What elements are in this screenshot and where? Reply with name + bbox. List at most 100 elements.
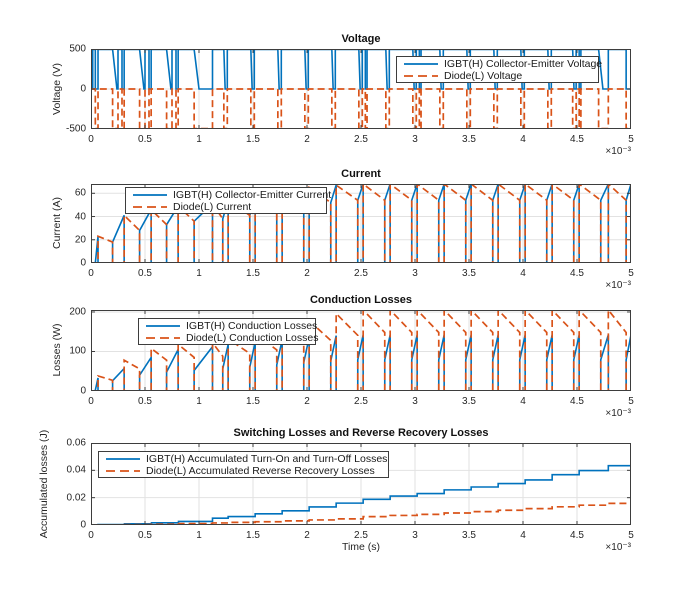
x-axis-exponent: ×10⁻³ [605,146,631,157]
xtick-label-switching: 2 [304,530,310,541]
ytick-label-voltage: -500 [65,123,86,135]
ytick-label-current: 0 [80,257,86,269]
ytick-label-switching: 0.02 [66,492,86,504]
xtick-label-current: 2 [304,268,310,279]
legend-label: Diode(L) Accumulated Reverse Recovery Lo… [146,465,375,477]
legend-line-dashed-icon [146,337,180,339]
legend-label: IGBT(H) Collector-Emitter Current [173,189,332,201]
xtick-label-voltage: 1.5 [246,134,260,145]
xtick-label-conduction: 4.5 [570,396,584,407]
xtick-label-current: 3.5 [462,268,476,279]
xtick-label-conduction: 3 [412,396,418,407]
xtick-label-conduction: 0 [88,396,94,407]
xtick-label-conduction: 3.5 [462,396,476,407]
legend-entry: Diode(L) Conduction Losses [145,332,319,344]
xtick-label-current: 1 [196,268,202,279]
xtick-label-voltage: 2 [304,134,310,145]
legend-line-dashed-icon [404,75,438,77]
xtick-label-conduction: 5 [628,396,634,407]
xtick-label-voltage: 0.5 [138,134,152,145]
xtick-label-switching: 4 [520,530,526,541]
legend-label: IGBT(H) Collector-Emitter Voltage [444,58,603,70]
ytick-label-current: 20 [74,234,86,246]
xtick-label-conduction: 0.5 [138,396,152,407]
ytick-label-conduction: 0 [80,385,86,397]
legend-entry: Diode(L) Voltage [403,70,592,82]
xtick-label-switching: 4.5 [570,530,584,541]
legend-switching[interactable]: IGBT(H) Accumulated Turn-On and Turn-Off… [98,451,389,478]
xtick-label-current: 3 [412,268,418,279]
time-axis-label: Time (s) [341,541,381,553]
ytick-label-conduction: 200 [69,306,86,318]
legend-label: Diode(L) Conduction Losses [186,332,319,344]
ytick-label-switching: 0.06 [66,437,86,449]
xtick-label-conduction: 1 [196,396,202,407]
legend-line-dashed-icon [106,470,140,472]
legend-line-solid-icon [133,194,167,196]
xtick-label-conduction: 1.5 [246,396,260,407]
series-diode-conduction [91,310,631,391]
x-axis-exponent: ×10⁻³ [605,542,631,553]
subplot-conduction-title: Conduction Losses [309,294,413,306]
xtick-label-current: 4.5 [570,268,584,279]
ytick-label-voltage: 500 [69,43,86,55]
axes-box-conduction [91,310,631,391]
legend-entry: Diode(L) Current [132,201,320,213]
axes-box-voltage [91,49,631,129]
ytick-label-current: 60 [74,187,86,199]
axes-box-current [91,184,631,263]
xtick-label-current: 0 [88,268,94,279]
legend-entry: IGBT(H) Collector-Emitter Voltage [403,58,602,70]
subplot-switching-title: Switching Losses and Reverse Recovery Lo… [233,427,489,439]
xtick-label-voltage: 5 [628,134,634,145]
legend-label: Diode(L) Voltage [444,70,523,82]
xtick-label-voltage: 1 [196,134,202,145]
xtick-label-voltage: 4 [520,134,526,145]
ytick-label-switching: 0.04 [66,464,86,476]
legend-line-solid-icon [146,325,180,327]
xtick-label-switching: 3 [412,530,418,541]
xtick-label-switching: 3.5 [462,530,476,541]
legend-label: IGBT(H) Accumulated Turn-On and Turn-Off… [146,453,388,465]
subplot-voltage-title: Voltage [341,33,381,45]
xtick-label-switching: 1 [196,530,202,541]
xtick-label-current: 2.5 [354,268,368,279]
xtick-label-current: 4 [520,268,526,279]
legend-voltage[interactable]: IGBT(H) Collector-Emitter Voltage Diode(L… [396,56,602,83]
xtick-label-voltage: 0 [88,134,94,145]
ytick-label-conduction: 100 [69,345,86,357]
xtick-label-switching: 2.5 [354,530,368,541]
legend-label: Diode(L) Current [173,201,252,213]
legend-entry: IGBT(H) Accumulated Turn-On and Turn-Off… [105,453,387,465]
legend-line-dashed-icon [133,206,167,208]
xtick-label-switching: 1.5 [246,530,260,541]
xtick-label-conduction: 2.5 [354,396,368,407]
legend-conduction[interactable]: IGBT(H) Conduction Losses Diode(L) Conduc… [138,318,319,345]
xtick-label-voltage: 2.5 [354,134,368,145]
x-axis-exponent: ×10⁻³ [605,408,631,419]
ytick-label-current: 40 [74,211,86,223]
legend-entry: Diode(L) Accumulated Reverse Recovery Lo… [105,465,382,477]
legend-line-solid-icon [404,63,438,65]
legend-line-solid-icon [106,458,140,460]
legend-current[interactable]: IGBT(H) Collector-Emitter Current Diode(L… [125,187,331,214]
xtick-label-voltage: 3.5 [462,134,476,145]
xtick-label-conduction: 4 [520,396,526,407]
legend-entry: IGBT(H) Conduction Losses [145,320,317,332]
legend-entry: IGBT(H) Collector-Emitter Current [132,189,331,201]
xtick-label-switching: 0.5 [138,530,152,541]
ytick-label-voltage: 0 [80,83,86,95]
legend-label: IGBT(H) Conduction Losses [186,320,318,332]
xtick-label-current: 1.5 [246,268,260,279]
subplot-current-title: Current [341,168,381,180]
x-axis-exponent: ×10⁻³ [605,280,631,291]
xtick-label-switching: 0 [88,530,94,541]
ytick-label-switching: 0 [80,519,86,531]
series-diode-current [91,184,631,263]
xtick-label-voltage: 3 [412,134,418,145]
xtick-label-voltage: 4.5 [570,134,584,145]
xtick-label-conduction: 2 [304,396,310,407]
xtick-label-current: 5 [628,268,634,279]
xtick-label-switching: 5 [628,530,634,541]
